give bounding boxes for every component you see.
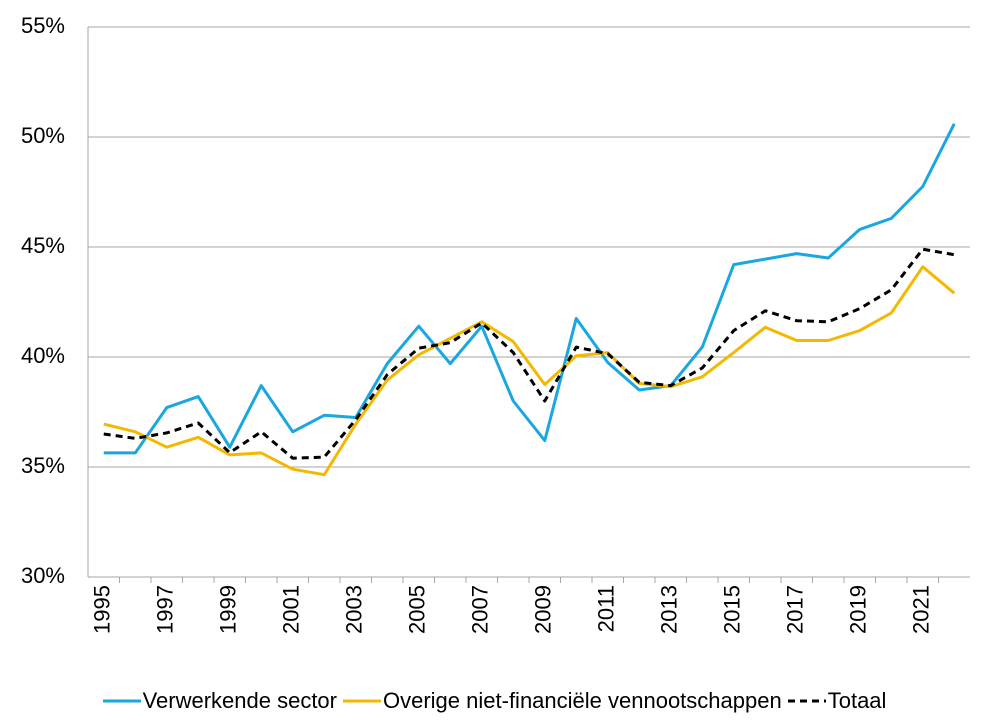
x-tick-label: 2003: [342, 585, 367, 634]
x-tick-label: 2017: [783, 585, 808, 634]
legend-swatch: [102, 699, 141, 703]
legend-entry: Verwerkende sector: [101, 688, 337, 714]
x-tick-label: 1999: [216, 585, 241, 634]
legend-swatch: [787, 699, 826, 703]
legend: Verwerkende sector Overige niet-financiël…: [0, 688, 987, 714]
legend-entry: Totaal: [786, 688, 887, 714]
x-tick-label: 2001: [279, 585, 304, 634]
series-line: [103, 247, 955, 460]
x-tick-label: 1997: [153, 585, 178, 634]
x-tick-label: 2009: [531, 585, 556, 634]
legend-label: Overige niet-financiële vennootschappen: [383, 688, 782, 713]
x-tick-label: 2011: [594, 585, 619, 632]
x-tick-label: 2013: [657, 585, 682, 634]
y-tick-label: 40%: [21, 343, 65, 368]
series-line: [103, 265, 956, 477]
x-tick-label: 2019: [846, 585, 871, 634]
y-tick-label: 35%: [21, 453, 65, 478]
chart: 30% 35% 40% 45% 50% 55% 1995 1997 1999 2001 2003 20…: [21, 13, 970, 634]
x-tick-label: 2007: [468, 585, 493, 634]
y-tick-label: 50%: [21, 123, 65, 148]
x-tick-label: 2015: [720, 585, 745, 634]
y-tick-label: 45%: [21, 233, 65, 258]
legend-label: Totaal: [827, 688, 887, 713]
y-tick-label: 55%: [21, 13, 65, 38]
series-line: [103, 123, 956, 455]
x-tick-label: 1995: [90, 585, 115, 634]
legend-entry: Overige niet-financiële vennootschappen: [341, 688, 782, 714]
y-tick-label: 30%: [21, 563, 65, 588]
x-tick-label: 2005: [405, 585, 430, 634]
x-tick-label: 2021: [909, 585, 934, 634]
legend-swatch: [343, 699, 381, 703]
legend-label: Verwerkende sector: [142, 688, 337, 713]
